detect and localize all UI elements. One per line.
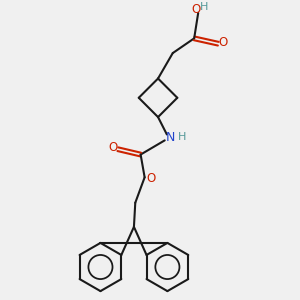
Text: O: O: [108, 141, 117, 154]
Text: O: O: [191, 3, 201, 16]
Text: O: O: [146, 172, 155, 185]
Text: N: N: [165, 131, 175, 144]
Text: O: O: [218, 36, 228, 49]
Text: H: H: [178, 132, 186, 142]
Text: H: H: [200, 2, 208, 12]
